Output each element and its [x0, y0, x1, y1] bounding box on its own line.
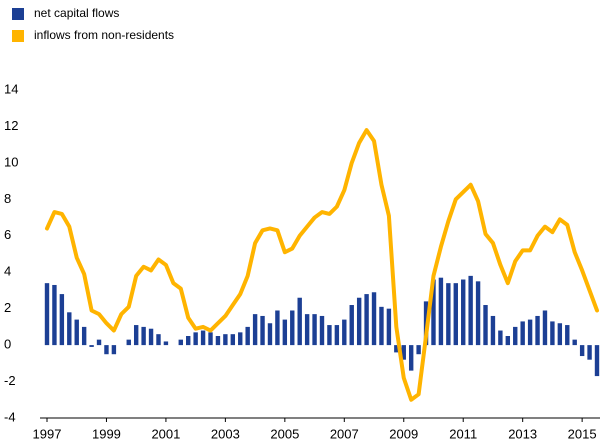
bar [342, 319, 347, 346]
bar [416, 345, 421, 355]
bar [527, 319, 533, 346]
bar [334, 325, 340, 346]
bar [379, 306, 384, 346]
bar [371, 292, 377, 346]
bar [81, 326, 87, 346]
x-tick-label: 2005 [270, 426, 299, 441]
bar [364, 294, 369, 346]
bar [386, 308, 392, 346]
bar [126, 339, 131, 346]
bar [535, 315, 540, 346]
y-tick-label: 10 [4, 154, 18, 169]
bar [104, 345, 109, 355]
legend-swatch [12, 30, 24, 42]
bar [394, 345, 399, 353]
bar [59, 294, 65, 346]
y-tick-label: 2 [4, 300, 11, 315]
y-tick-label: 8 [4, 191, 11, 206]
bar [594, 345, 600, 377]
bar [44, 283, 50, 346]
bar [319, 315, 325, 346]
bar [245, 326, 250, 346]
bar [186, 336, 191, 346]
bar [401, 345, 406, 360]
bar [193, 332, 198, 346]
bar [498, 330, 503, 346]
bar [557, 323, 563, 346]
bar [238, 332, 243, 346]
y-tick-label: 12 [4, 118, 18, 133]
x-tick-label: 1997 [33, 426, 62, 441]
x-tick-label: 1999 [92, 426, 121, 441]
y-tick-label: 0 [4, 337, 11, 352]
bar [223, 334, 228, 346]
bar [505, 336, 511, 346]
bar [550, 321, 555, 346]
x-tick-label: 2003 [211, 426, 240, 441]
x-tick-label: 2009 [389, 426, 418, 441]
y-tick-label: -4 [4, 409, 16, 424]
bar [89, 345, 94, 347]
bar [438, 277, 444, 346]
bar [133, 325, 139, 346]
bar [208, 332, 213, 346]
legend-swatch [12, 8, 24, 20]
bar [74, 319, 79, 346]
bar [408, 345, 414, 371]
y-tick-label: 14 [4, 81, 18, 96]
y-tick-label: 6 [4, 227, 11, 242]
bar [356, 297, 362, 346]
bar [267, 323, 273, 346]
legend-label: net capital flows [34, 6, 119, 20]
x-tick-label: 2001 [151, 426, 180, 441]
x-tick-label: 2007 [330, 426, 359, 441]
bar [461, 279, 466, 346]
legend-label: inflows from non-residents [34, 28, 174, 42]
x-tick-label: 2013 [508, 426, 537, 441]
bar [579, 345, 585, 357]
bar [520, 321, 525, 346]
bar [215, 336, 221, 346]
bar [475, 281, 481, 346]
bar [483, 305, 488, 346]
bar [230, 334, 236, 346]
bar [156, 334, 161, 346]
x-tick-label: 2011 [449, 426, 477, 441]
bar [148, 328, 154, 346]
y-tick-label: -2 [4, 373, 16, 388]
bar [67, 312, 72, 346]
bar [141, 326, 146, 346]
bar [252, 314, 258, 346]
bar [468, 275, 473, 346]
bar [275, 310, 280, 346]
bar [200, 330, 206, 346]
bar [178, 339, 183, 346]
bar [163, 341, 169, 346]
bar [260, 315, 265, 346]
bar [349, 305, 354, 346]
bar [587, 345, 592, 360]
bar [96, 339, 102, 346]
bar [513, 326, 518, 346]
line [45, 128, 599, 402]
bar [453, 283, 458, 346]
bar [565, 325, 570, 346]
bar [446, 283, 451, 346]
bar [490, 315, 496, 346]
bar [572, 339, 577, 346]
bar [297, 297, 302, 346]
y-tick-label: 4 [4, 264, 11, 279]
bar [290, 310, 295, 346]
bar [282, 319, 288, 346]
x-tick-label: 2015 [568, 426, 597, 441]
bar [327, 325, 332, 346]
bar [542, 310, 548, 346]
bar [312, 314, 317, 346]
bar [52, 284, 57, 346]
bar [111, 345, 117, 355]
bar [431, 279, 436, 346]
bar [304, 314, 310, 346]
